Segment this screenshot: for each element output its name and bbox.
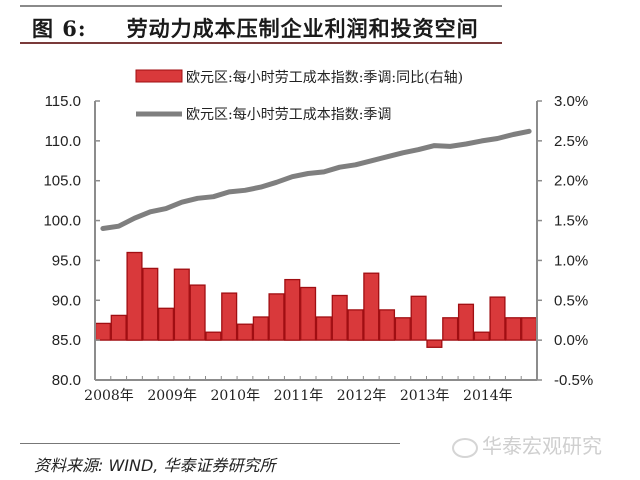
right-axis-tick-label: 1.5% xyxy=(554,213,588,230)
bar xyxy=(236,323,254,341)
right-axis-tick-label: 3.0% xyxy=(554,93,588,110)
x-axis-tick-label: 2012年 xyxy=(337,388,387,404)
bar xyxy=(378,309,396,341)
bar xyxy=(521,317,538,341)
bar xyxy=(410,295,427,341)
right-axis-tick-label: -0.5% xyxy=(554,372,593,389)
title-rule xyxy=(20,42,502,44)
watermark: 华泰宏观研究 xyxy=(452,430,602,459)
bar xyxy=(394,317,411,341)
left-axis-tick-label: 115.0 xyxy=(45,93,81,110)
left-axis-tick-label: 110.0 xyxy=(45,133,81,150)
line-series xyxy=(100,128,532,231)
right-axis-tick-label: 2.0% xyxy=(554,173,588,190)
chart-legend: 欧元区:每小时劳工成本指数:季调:同比(右轴) 欧元区:每小时劳工成本指数:季调 xyxy=(135,69,463,123)
bar xyxy=(473,331,490,341)
left-axis-tick-label: 100.0 xyxy=(43,213,81,230)
bar xyxy=(221,292,238,341)
legend-line-label: 欧元区:每小时劳工成本指数:季调 xyxy=(186,107,391,123)
top-rule xyxy=(20,5,502,7)
bar xyxy=(442,317,459,341)
bar xyxy=(142,267,159,341)
right-axis-tick-label: 2.5% xyxy=(554,133,588,150)
right-axis-tick-label: 1.0% xyxy=(554,252,588,269)
right-axis-tick-label: 0.0% xyxy=(554,332,588,349)
legend-bar-label: 欧元区:每小时劳工成本指数:季调:同比(右轴) xyxy=(186,70,463,86)
bar xyxy=(331,294,348,341)
bar xyxy=(173,268,190,341)
bar xyxy=(126,251,143,341)
wechat-icon xyxy=(452,437,478,458)
figure-title-text: 劳动力成本压制企业利润和投资空间 xyxy=(126,16,479,41)
x-axis-tick-label: 2013年 xyxy=(400,388,450,404)
left-axis-tick-label: 80.0 xyxy=(52,372,81,389)
bar xyxy=(205,331,222,341)
bar xyxy=(315,316,332,341)
bar xyxy=(284,278,301,341)
x-axis-tick-label: 2014年 xyxy=(463,388,513,404)
figure-title: 图 6: 劳动力成本压制企业利润和投资空间 xyxy=(32,13,479,43)
left-axis-tick-label: 85.0 xyxy=(52,332,81,349)
x-axis-tick-label: 2008年 xyxy=(84,388,134,404)
x-axis-tick-label: 2009年 xyxy=(147,388,197,404)
bar xyxy=(505,317,522,341)
source-note: 资料来源: WIND, 华泰证券研究所 xyxy=(34,456,276,475)
bar xyxy=(189,284,206,341)
index-line xyxy=(100,128,532,231)
left-axis-tick-label: 105.0 xyxy=(43,173,81,190)
left-axis-tick-label: 90.0 xyxy=(52,292,81,309)
bar xyxy=(268,293,285,341)
x-axis-tick-label: 2010年 xyxy=(210,388,260,404)
bar xyxy=(426,339,443,348)
bar xyxy=(94,322,111,341)
bar xyxy=(363,272,380,341)
legend-bar-swatch xyxy=(135,69,183,83)
chart-axes: 80.0 85.0 90.0 95.0 100.0 105.0 110.0 115.0 -0.5… xyxy=(43,93,593,404)
bar xyxy=(110,314,127,341)
bar xyxy=(157,307,175,341)
bar xyxy=(489,296,506,341)
bar xyxy=(457,303,475,341)
bar xyxy=(252,316,269,341)
source-rule xyxy=(20,443,400,444)
bar xyxy=(347,309,364,341)
watermark-text: 华泰宏观研究 xyxy=(482,434,602,458)
bar-series xyxy=(94,251,538,348)
x-axis-tick-label: 2011年 xyxy=(274,388,324,404)
right-axis-tick-label: 0.5% xyxy=(554,292,588,309)
left-axis-tick-label: 95.0 xyxy=(52,252,81,269)
bar xyxy=(300,286,317,341)
figure-label: 图 6: xyxy=(32,16,87,41)
